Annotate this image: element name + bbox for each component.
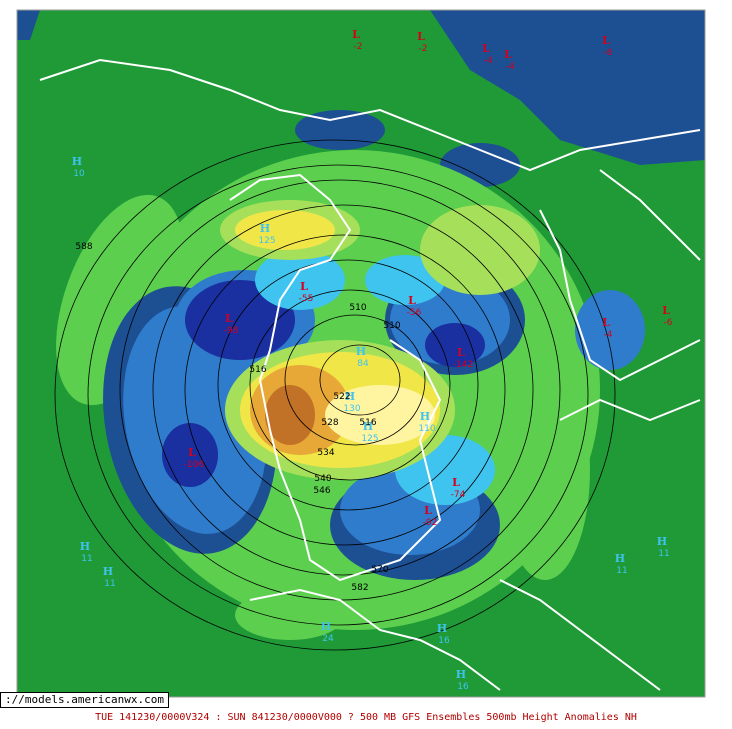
pressure-center-type: H	[615, 552, 625, 565]
pressure-center-type: L	[424, 504, 432, 517]
pressure-center-type: H	[437, 622, 447, 635]
anomaly-field	[17, 10, 705, 697]
pressure-center-type: H	[456, 668, 466, 681]
pressure-center-type: L	[188, 446, 196, 459]
pressure-center-value: 11	[104, 579, 115, 589]
pressure-center-type: H	[72, 155, 82, 168]
pressure-center-value: 125	[258, 236, 275, 246]
pressure-center-type: L	[602, 34, 610, 47]
pressure-center-type: L	[408, 294, 416, 307]
pressure-center-value: -2	[354, 42, 363, 52]
pressure-center-type: L	[300, 280, 308, 293]
pressure-center-type: H	[103, 565, 113, 578]
contour-label: 516	[249, 365, 266, 375]
pressure-center-value: -56	[407, 308, 422, 318]
pressure-center-value: -106	[184, 460, 205, 470]
contour-label: 540	[314, 474, 331, 484]
contour-label: 534	[317, 448, 334, 458]
pressure-center-type: H	[363, 420, 373, 433]
pressure-center-type: L	[417, 30, 425, 43]
contour-label: 522	[333, 392, 350, 402]
pressure-center-value: -2	[419, 44, 428, 54]
contour-label: 546	[313, 486, 330, 496]
pressure-center-value: -142	[453, 360, 473, 370]
source-url: ://models.americanwx.com	[0, 692, 169, 708]
pressure-center-type: L	[352, 28, 360, 41]
pressure-center-type: H	[420, 410, 430, 423]
pressure-center-type: H	[260, 222, 270, 235]
pressure-center-value: 11	[616, 566, 627, 576]
pressure-center-type: L	[482, 42, 490, 55]
pressure-center-type: L	[452, 476, 460, 489]
pressure-center-value: -4	[506, 62, 515, 72]
pressure-center-value: -92	[423, 518, 438, 528]
contour-label: 582	[351, 583, 368, 593]
map-caption: TUE 141230/0000V324 : SUN 841230/0000V00…	[95, 712, 637, 723]
contour-label: 588	[75, 242, 92, 252]
pressure-center-value: 10	[73, 169, 85, 179]
pressure-center-type: L	[225, 312, 233, 325]
pressure-center-value: 11	[658, 549, 669, 559]
pressure-center-value: -55	[299, 294, 314, 304]
pressure-center-type: H	[356, 345, 366, 358]
pressure-center-type: H	[657, 535, 667, 548]
pressure-center-value: -74	[451, 490, 466, 500]
contour-label: 510	[383, 321, 400, 331]
pressure-center-type: H	[80, 540, 90, 553]
pressure-center-type: L	[457, 346, 465, 359]
pressure-center-type: H	[321, 620, 331, 633]
pressure-center-value: 16	[457, 682, 469, 692]
pressure-center-value: -6	[664, 318, 673, 328]
pressure-center-value: -4	[604, 330, 613, 340]
map-frame	[16, 9, 706, 698]
pressure-center-value: 16	[438, 636, 450, 646]
pressure-center-value: -98	[224, 326, 239, 336]
pressure-center-value: 24	[322, 634, 334, 644]
pressure-center-value: 130	[343, 404, 360, 414]
pressure-center-type: L	[504, 48, 512, 61]
pressure-center-value: 84	[357, 359, 369, 369]
pressure-center-value: 125	[361, 434, 378, 444]
pressure-center-type: H	[345, 390, 355, 403]
contour-label: 570	[371, 565, 388, 575]
pressure-center-value: 11	[81, 554, 92, 564]
contour-label: 516	[359, 418, 376, 428]
pressure-center-value: -6	[604, 48, 613, 58]
pressure-center-type: L	[602, 316, 610, 329]
pressure-center-type: L	[662, 304, 670, 317]
pressure-center-value: -4	[484, 56, 493, 66]
contour-label: 510	[349, 303, 366, 313]
contour-label: 528	[321, 418, 338, 428]
pressure-center-value: 110	[418, 424, 435, 434]
